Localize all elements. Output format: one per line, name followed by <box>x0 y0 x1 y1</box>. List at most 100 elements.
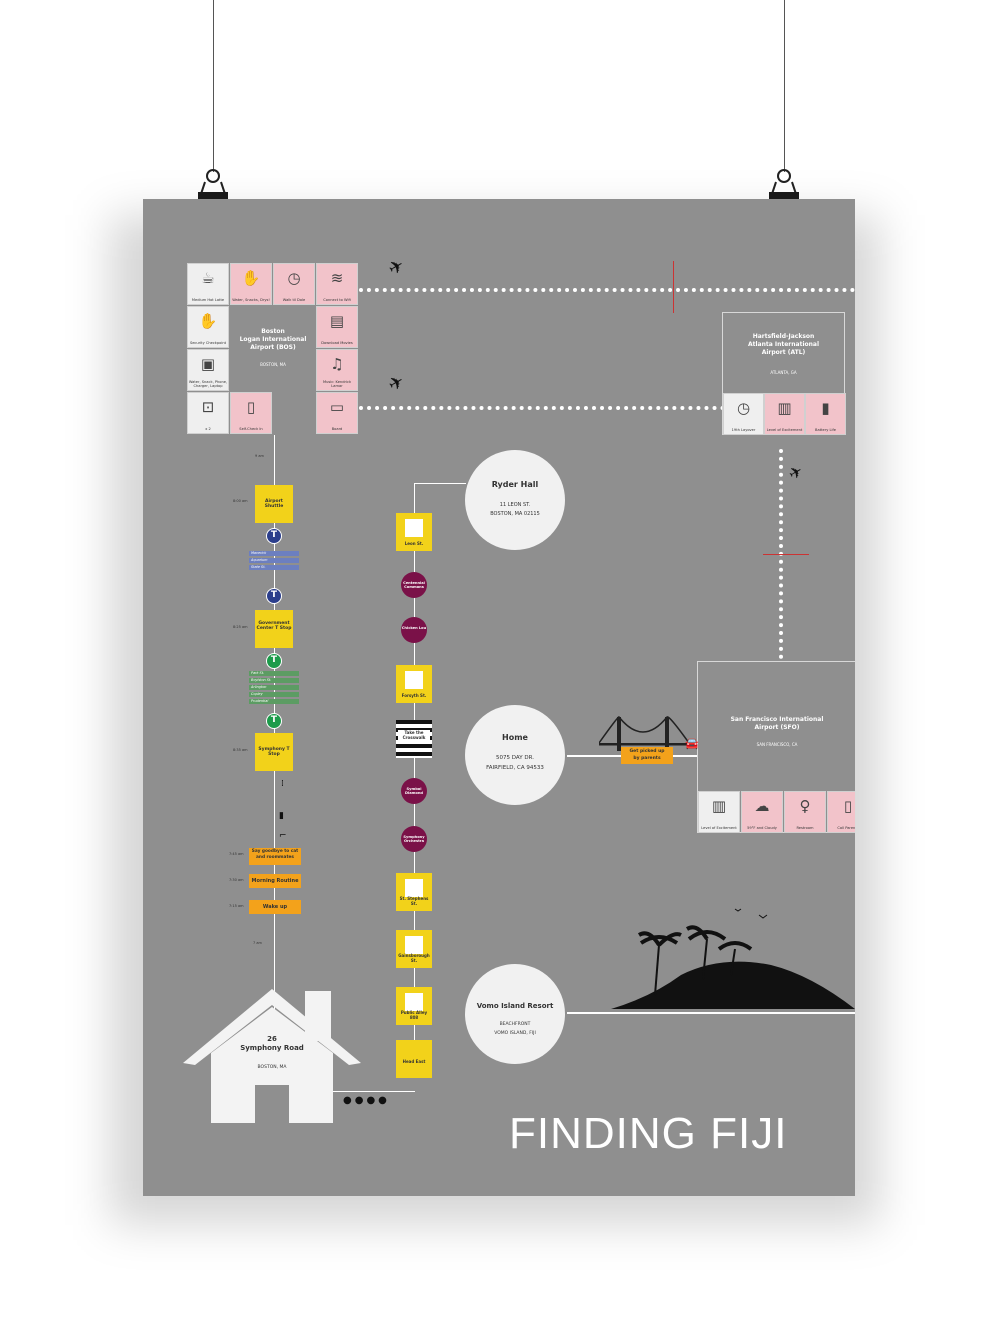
green-stop: Prudential <box>249 699 299 704</box>
boston-center: Boston Logan International Airport (BOS)… <box>230 306 316 392</box>
boston-airport-block: ☕ Medium Hot Latte ✋ Water, Snacks, Drys! … <box>187 263 359 435</box>
morning-wake-up: Wake up <box>249 900 301 914</box>
atlanta-cell-excitement: ▥ Level of Excitement <box>764 393 805 435</box>
atlanta-airport-block: Hartsfield-Jackson Atlanta International… <box>722 312 846 435</box>
film-icon: ▤ <box>329 312 345 330</box>
ryder-hall-address: 11 LEON ST. <box>499 502 531 508</box>
car-icon: 🚘 <box>685 737 699 750</box>
crosswalk-label: Take the Crosswalk <box>398 730 430 740</box>
atlanta-airport-city: ATLANTA, GA <box>770 370 797 375</box>
turn-arrow-icon <box>405 936 423 954</box>
person-icon: ♀ <box>799 797 811 815</box>
boston-cell-walk: ◷ Walk til Dole <box>273 263 315 305</box>
home-address: 5075 DAY DR. <box>496 755 534 761</box>
house-icon <box>183 989 361 1123</box>
ticket-icon: ▭ <box>329 398 345 416</box>
street-st-stephens: St. Stephens St. <box>396 873 432 911</box>
street-head-east: Head East <box>396 1040 432 1078</box>
blue-stop: Maverick <box>249 551 299 556</box>
landmark-centennial: Centennial Commons <box>401 572 427 598</box>
sfo-airport-name: San Francisco International Airport (SFO… <box>730 716 824 731</box>
airplane-icon: ✈ <box>384 254 409 281</box>
poster-title: FINDING FIJI <box>509 1109 788 1158</box>
pickup-label: Get picked up by parents <box>621 747 673 764</box>
government-center-stop: Government Center T Stop <box>255 610 293 648</box>
phone-icon: ▯ <box>843 797 853 815</box>
crosswalk-icon: Take the Crosswalk <box>396 720 432 758</box>
mbta-blue-line-icon: T <box>266 528 282 544</box>
boston-cell-backpack: ▣ Water, Snack, Phone, Charger, Laptop <box>187 349 229 391</box>
symphony-t-stop: Symphony T Stop <box>255 733 293 771</box>
blue-stop: Aquarium <box>249 558 299 563</box>
street-public-alley: Public Alley 808 <box>396 987 432 1025</box>
sfo-cell-weather: ☁ 59°F and Cloudy <box>741 791 783 833</box>
hanging-wire-right <box>784 0 785 172</box>
island-silhouette-icon <box>611 908 855 1009</box>
ryder-hall-circle: Ryder Hall 11 LEON ST. BOSTON, MA 02115 <box>465 450 565 550</box>
sfo-cell-restroom: ♀ Restroom <box>784 791 826 833</box>
sfo-airport-block: San Francisco International Airport (SFO… <box>697 661 855 833</box>
turn-arrow-icon <box>405 879 423 897</box>
boston-cell-wifi: ≋ Connect to Wifi <box>316 263 358 305</box>
green-stop: Park St. <box>249 671 299 676</box>
level-icon: ▥ <box>711 797 727 815</box>
home-name: Home <box>502 733 528 742</box>
sfo-cell-call: ▯Call Parents <box>827 791 855 833</box>
phone-icon: ▯ <box>246 398 256 416</box>
palm-icon: ✋ <box>198 312 218 330</box>
vomo-route-line <box>567 1012 855 1014</box>
vomo-address: BEACHFRONT <box>499 1022 531 1027</box>
boston-cell-latte: ☕ Medium Hot Latte <box>187 263 229 305</box>
street-forsyth: Forsyth St. <box>396 665 432 703</box>
house-city: BOSTON, MA <box>257 1065 287 1070</box>
atlanta-cell-layover: ◷ 19th Layover <box>723 393 764 435</box>
morning-goodbye: Say goodbye to cat and roommates <box>249 848 301 865</box>
green-stop: Arlington <box>249 685 299 690</box>
atlanta-cell-battery: ▮ Battery Life <box>805 393 846 435</box>
hand-icon: ✋ <box>241 269 261 287</box>
poster: ☕ Medium Hot Latte ✋ Water, Snacks, Drys! … <box>143 199 855 1196</box>
airport-shuttle-stop: Airport Shuttle <box>255 485 293 523</box>
green-stop: Copley <box>249 692 299 697</box>
green-stop: Boylston St. <box>249 678 299 683</box>
time-label: 7:45 am <box>229 852 244 856</box>
sfo-cell-excitement: ▥ Level of Excitement <box>698 791 740 833</box>
battery-icon: ▮ <box>821 399 830 417</box>
landmark-symphony-orchestra: Symphony Orchestra <box>401 826 427 852</box>
door-icon: ▮ <box>279 811 284 821</box>
timezone-marker <box>763 554 809 555</box>
time-label: 9 am <box>255 454 264 458</box>
boston-cell-board: ▭ Board <box>316 392 358 434</box>
level-icon: ▥ <box>777 399 792 417</box>
stairs-icon: ⌐ <box>279 831 287 841</box>
coffee-icon: ☕ <box>201 269 215 287</box>
footprints-icon: ●●●● <box>343 1095 390 1106</box>
hanging-wire-left <box>213 0 214 172</box>
landmark-chicken-lou: Chicken Lou <box>401 617 427 643</box>
flight-path-upper <box>359 288 855 292</box>
vomo-circle: Vomo Island Resort BEACHFRONT VOMO ISLAN… <box>465 964 565 1064</box>
cloud-icon: ☁ <box>754 797 770 815</box>
boston-cell-water: ✋ Water, Snacks, Drys! <box>230 263 272 305</box>
house-name: 26 Symphony Road <box>240 1035 304 1052</box>
music-icon: ♫ <box>330 355 344 373</box>
time-label: 8:00 am <box>233 499 248 503</box>
turn-arrow-icon <box>405 671 423 689</box>
time-label: 8:35 am <box>233 748 248 752</box>
boston-airport-name: Boston Logan International Airport (BOS) <box>239 328 307 351</box>
wifi-icon: ≋ <box>330 269 344 287</box>
backpack-icon: ▣ <box>200 355 216 373</box>
boston-airport-city: BOSTON, MA <box>260 362 286 367</box>
time-label: 7:15 am <box>229 904 244 908</box>
boston-cell-music: ♫ Music: Kendrick Lamar <box>316 349 358 391</box>
airplane-icon: ✈ <box>785 460 807 485</box>
street-gainsborough: Gainsborough St. <box>396 930 432 968</box>
mbta-green-line-icon: T <box>266 653 282 669</box>
airplane-icon: ✈ <box>384 370 409 397</box>
blue-stop: State St. <box>249 565 299 570</box>
landmark-symbol-diamond: Symbol Diamond <box>401 778 427 804</box>
atlanta-airport-name: Hartsfield-Jackson Atlanta International… <box>747 333 820 356</box>
morning-routine: Morning Routine <box>249 874 301 888</box>
ryder-hall-name: Ryder Hall <box>491 480 539 489</box>
vomo-name: Vomo Island Resort <box>476 1002 554 1010</box>
